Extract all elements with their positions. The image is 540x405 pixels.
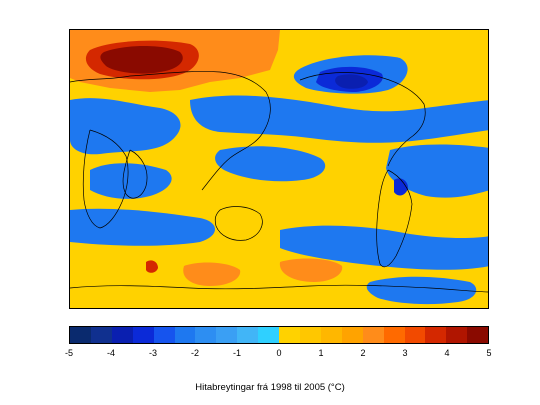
warm-patch-south-indian — [183, 262, 241, 286]
colorbar-segment — [111, 327, 133, 343]
coastline-australia — [214, 206, 263, 241]
colorbar-tick-label: 5 — [486, 348, 492, 358]
colorbar-segment — [90, 327, 112, 343]
colorbar-segment — [425, 327, 447, 343]
colorbar-segment — [299, 327, 321, 343]
colorbar-segment — [467, 327, 489, 343]
colorbar-segment — [279, 327, 300, 343]
coastline-north-america — [299, 72, 426, 167]
colorbar-tick-label: 4 — [444, 348, 450, 358]
map-caption: Hitabreytingar frá 1998 til 2005 (°C) — [195, 382, 345, 393]
colorbar-segment — [362, 327, 384, 343]
colorbar-tick-label: -2 — [190, 348, 200, 358]
colorbar-tick-label: -5 — [64, 348, 74, 358]
colorbar — [69, 326, 489, 344]
cool-band-central-pacific — [190, 95, 488, 143]
coastline-eurasia — [70, 71, 271, 199]
map-field-svg — [70, 30, 488, 305]
colorbar-segment — [320, 327, 342, 343]
colorbar-segment — [70, 327, 91, 343]
colorbar-segment — [446, 327, 468, 343]
colorbar-segment — [216, 327, 238, 343]
colorbar-tick-label: 1 — [318, 348, 324, 358]
cool-band-pacific-south — [215, 146, 326, 182]
colorbar-segment — [237, 327, 259, 343]
colorbar-segment — [341, 327, 363, 343]
cool-band-indian — [90, 163, 172, 199]
temperature-change-map — [69, 29, 489, 309]
colorbar-segment — [195, 327, 217, 343]
coastline-south-america — [376, 169, 413, 268]
cool-spot-south-america — [394, 178, 408, 196]
colorbar-segment — [132, 327, 154, 343]
colorbar-tick-label: -1 — [232, 348, 242, 358]
colorbar-tick-label: -3 — [148, 348, 158, 358]
colorbar-segment — [404, 327, 426, 343]
coastlines — [70, 71, 488, 293]
colorbar-tick-label: 3 — [402, 348, 408, 358]
warm-spot-south-africa — [146, 260, 158, 273]
warm-patch-south-pacific — [279, 258, 343, 282]
coastline-antarctica — [70, 284, 488, 293]
coastline-africa — [82, 129, 129, 229]
colorbar-segment — [153, 327, 175, 343]
cool-band-west — [70, 98, 181, 155]
hottest-region-siberia — [100, 46, 183, 74]
cool-band-antarctic — [366, 276, 477, 305]
colorbar-segment — [174, 327, 196, 343]
colorbar-segment — [383, 327, 405, 343]
colorbar-tick-label: 2 — [360, 348, 366, 358]
cool-band-atlantic — [386, 144, 488, 198]
cool-band-southern-west — [70, 208, 215, 246]
colorbar-segment — [258, 327, 280, 343]
cool-band-southern-east — [280, 225, 488, 270]
colorbar-tick-label: 0 — [276, 348, 282, 358]
colorbar-tick-label: -4 — [106, 348, 116, 358]
coldest-region-canada — [335, 74, 368, 89]
